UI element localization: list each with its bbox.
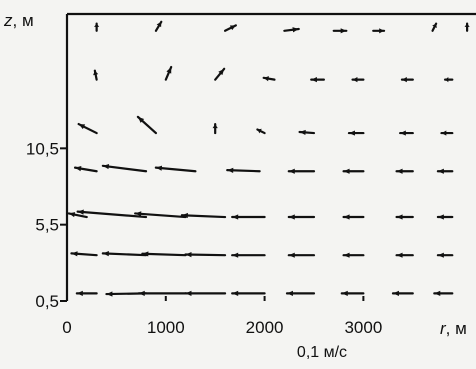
vector-arrowhead <box>68 212 76 218</box>
vector-arrowhead <box>432 23 437 28</box>
velocity-vector <box>141 252 187 257</box>
y-tick-label: 10,5 <box>26 139 59 158</box>
velocity-vector <box>184 253 227 257</box>
x-tick-label: 3000 <box>344 318 382 337</box>
y-tick-label: 5,5 <box>35 216 59 235</box>
vector-arrowhead <box>343 168 350 174</box>
vector-arrowhead <box>76 290 83 296</box>
y-axis-var: z <box>3 11 13 30</box>
vector-arrowhead <box>77 209 84 215</box>
vector-arrowhead <box>78 124 86 130</box>
vector-arrowhead <box>155 165 163 171</box>
vector-arrowhead <box>142 251 149 257</box>
vector-arrowhead <box>166 67 172 74</box>
plot-frame <box>65 12 476 301</box>
vector-arrowhead <box>185 251 192 258</box>
vector-arrowhead <box>288 252 295 258</box>
vector-arrowhead <box>212 124 218 129</box>
vector-arrowhead <box>137 116 145 123</box>
vector-arrowhead <box>396 214 403 220</box>
vector-arrowhead <box>288 168 295 174</box>
y-axis-unit: , м <box>13 11 34 30</box>
y-tick-label: 0,5 <box>35 292 59 311</box>
vector-arrowhead <box>93 70 99 76</box>
vector-arrowhead <box>379 28 385 34</box>
x-tick-label: 0 <box>62 318 71 337</box>
vector-arrowhead <box>392 290 399 296</box>
velocity-vector <box>76 210 148 219</box>
vector-arrowhead <box>434 290 441 296</box>
vector-arrowhead <box>94 23 100 27</box>
vector-arrowhead <box>286 290 293 296</box>
vector-arrowhead <box>232 252 239 258</box>
vector-arrowhead <box>437 214 444 220</box>
vector-arrowhead <box>227 167 234 173</box>
vector-arrowhead <box>341 290 348 296</box>
velocity-vector <box>101 252 148 257</box>
vector-arrowhead <box>445 77 449 83</box>
vector-arrowhead <box>352 77 358 83</box>
vector-arrowhead <box>218 68 225 76</box>
x-axis-title: r, м <box>440 319 467 338</box>
y-axis-title: z, м <box>3 11 34 30</box>
vector-arrowhead <box>292 27 299 33</box>
vector-arrowhead <box>299 129 306 136</box>
vector-arrowhead <box>340 28 347 34</box>
vector-arrowhead <box>343 214 350 220</box>
vector-arrowhead <box>257 128 262 134</box>
velocity-vector <box>154 166 197 173</box>
vector-arrowhead <box>232 290 239 296</box>
x-tick-label: 1000 <box>147 318 185 337</box>
vector-arrowhead <box>441 130 447 136</box>
vector-arrowhead <box>437 252 444 258</box>
vector-scale-label: 0,1 м/с <box>297 344 347 361</box>
vector-arrowhead <box>102 251 109 257</box>
x-axis-unit: , м <box>446 319 467 338</box>
vector-arrowhead <box>311 77 317 83</box>
axis-ticks <box>60 147 365 302</box>
x-tick-label: 2000 <box>246 318 284 337</box>
vector-arrowhead <box>185 290 192 296</box>
vector-arrowhead <box>102 164 110 170</box>
vector-arrowhead <box>263 76 269 82</box>
velocity-vector <box>180 214 227 219</box>
vector-arrowhead <box>232 214 239 220</box>
vector-arrowhead <box>400 130 406 136</box>
vector-field <box>67 20 470 297</box>
vector-arrowhead <box>138 290 145 296</box>
vector-arrowhead <box>348 130 355 136</box>
vector-arrowhead <box>181 212 188 219</box>
vector-arrowhead <box>464 23 470 27</box>
vector-arrowhead <box>396 252 403 258</box>
velocity-vector <box>101 164 148 173</box>
vector-arrowhead <box>401 77 407 83</box>
vector-arrowhead <box>75 166 82 172</box>
vector-arrowhead <box>437 168 444 174</box>
x-axis-var: r <box>440 319 447 338</box>
vector-arrowhead <box>288 214 295 220</box>
vector-arrowhead <box>156 21 162 28</box>
vector-arrowhead <box>106 291 113 297</box>
axis-labels: 0,5 5,5 10,5 0 1000 2000 3000 <box>26 139 382 337</box>
vector-arrowhead <box>396 168 403 174</box>
vector-arrowhead <box>135 211 142 217</box>
vector-arrowhead <box>229 25 236 31</box>
vector-arrowhead <box>71 251 78 257</box>
velocity-vector <box>134 212 187 219</box>
vector-arrowhead <box>343 252 350 258</box>
